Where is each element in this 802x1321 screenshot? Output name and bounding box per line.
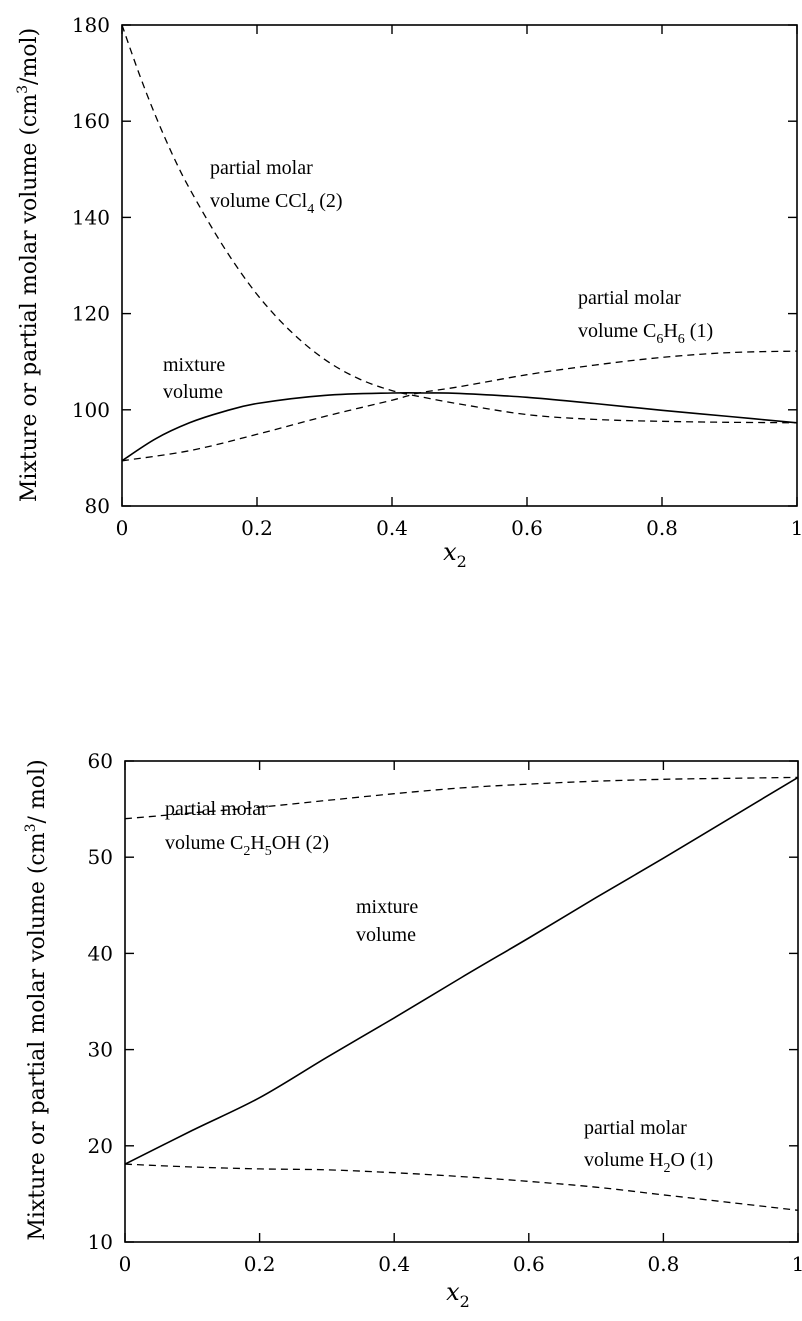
y-tick-label: 160 — [72, 109, 110, 133]
x-tick-label: 0 — [116, 516, 129, 540]
annotation-mixture-line1: mixture — [163, 354, 225, 376]
curves — [124, 776, 799, 1211]
annotation-c6h6-line2: volume C6H6 (1) — [578, 320, 713, 347]
annotation-water-line1: partial molar — [584, 1117, 687, 1139]
x-tick-label: 0.4 — [376, 516, 408, 540]
annotation-ccl4-line2: volume CCl4 (2) — [210, 190, 343, 217]
annotation-ccl4-line1: partial molar — [210, 157, 313, 179]
y-tick-label: 40 — [88, 941, 113, 965]
series-partial-molar-volume-h2o-1 — [124, 1163, 799, 1211]
y-axis-title: Mixture or partial molar volume (cm3/mol… — [15, 28, 42, 502]
annotation-mixture-line2: volume — [163, 381, 223, 403]
series-partial-molar-volume-ccl4-2 — [121, 24, 798, 424]
y-tick-label: 140 — [72, 205, 110, 229]
annotation-ethanol-line1: partial molar — [165, 798, 268, 820]
annotation-c6h6-line1: partial molar — [578, 287, 681, 309]
x-axis-title: x2 — [446, 1278, 470, 1311]
x-tick-label: 0 — [119, 1252, 132, 1276]
y-tick-label: 120 — [72, 302, 110, 326]
y-tick-label: 50 — [88, 845, 113, 869]
annotation-c6h6: partial molar volume C6H6 (1) — [578, 287, 713, 347]
annotation-ethanol-line2: volume C2H5OH (2) — [165, 832, 329, 859]
tick-labels: 0 0.2 0.4 0.6 0.8 1 10 20 30 40 50 60 — [88, 749, 802, 1276]
annotation-ccl4: partial molar volume CCl4 (2) — [210, 157, 343, 217]
y-tick-label: 20 — [88, 1134, 113, 1158]
y-tick-label: 80 — [85, 494, 110, 518]
x-tick-label: 0.6 — [511, 516, 543, 540]
y-axis-title: Mixture or partial molar volume (cm3/ mo… — [23, 759, 50, 1240]
y-tick-label: 30 — [88, 1038, 113, 1062]
annotation-mixture: mixture volume — [356, 896, 418, 946]
series-partial-molar-volume-c2h5oh-2 — [124, 776, 799, 820]
ticks — [121, 24, 798, 507]
annotation-mixture-line2: volume — [356, 924, 416, 946]
x-tick-label: 0.2 — [241, 516, 273, 540]
x-tick-label: 0.6 — [513, 1252, 545, 1276]
curves — [121, 24, 798, 462]
annotation-water-line2: volume H2O (1) — [584, 1149, 713, 1176]
annotation-water: partial molar volume H2O (1) — [584, 1117, 713, 1176]
plot-frame — [121, 24, 798, 507]
y-tick-label: 180 — [72, 13, 110, 37]
x-axis-title: x2 — [443, 538, 467, 571]
annotation-mixture-line1: mixture — [356, 896, 418, 918]
series-mixture-volume — [121, 391, 798, 462]
x-tick-label: 0.2 — [244, 1252, 276, 1276]
y-tick-label: 60 — [88, 749, 113, 773]
chart-water-ethanol: 0 0.2 0.4 0.6 0.8 1 10 20 30 40 50 60 Mixture or pa… — [23, 749, 802, 1311]
annotation-mixture: mixture volume — [163, 354, 225, 403]
x-tick-label: 0.8 — [647, 1252, 679, 1276]
annotation-ethanol: partial molar volume C2H5OH (2) — [165, 798, 329, 859]
y-tick-label: 10 — [88, 1230, 113, 1254]
plot-frame — [124, 760, 799, 1243]
x-tick-label: 1 — [791, 516, 802, 540]
x-tick-label: 1 — [792, 1252, 802, 1276]
x-tick-label: 0.4 — [378, 1252, 410, 1276]
x-tick-label: 0.8 — [646, 516, 678, 540]
series-mixture-volume — [124, 776, 799, 1165]
y-tick-label: 100 — [72, 398, 110, 422]
ticks — [124, 760, 799, 1243]
series-partial-molar-volume-c6h6-1 — [121, 350, 798, 462]
